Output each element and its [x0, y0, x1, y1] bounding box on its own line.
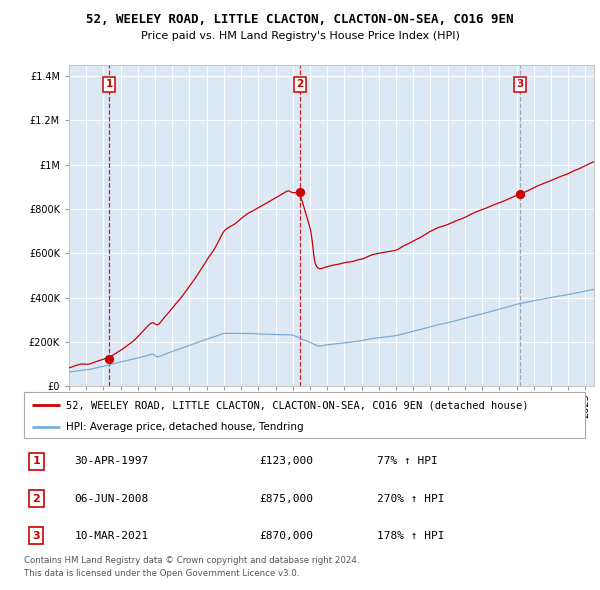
Text: 1: 1 — [32, 457, 40, 466]
Text: Contains HM Land Registry data © Crown copyright and database right 2024.: Contains HM Land Registry data © Crown c… — [24, 556, 359, 565]
Text: 178% ↑ HPI: 178% ↑ HPI — [377, 531, 445, 540]
Text: 1: 1 — [106, 80, 113, 89]
Text: 52, WEELEY ROAD, LITTLE CLACTON, CLACTON-ON-SEA, CO16 9EN: 52, WEELEY ROAD, LITTLE CLACTON, CLACTON… — [86, 13, 514, 26]
Point — [515, 189, 524, 198]
Point — [104, 355, 114, 364]
Text: 270% ↑ HPI: 270% ↑ HPI — [377, 494, 445, 503]
Text: 52, WEELEY ROAD, LITTLE CLACTON, CLACTON-ON-SEA, CO16 9EN (detached house): 52, WEELEY ROAD, LITTLE CLACTON, CLACTON… — [66, 400, 529, 410]
Text: 06-JUN-2008: 06-JUN-2008 — [74, 494, 149, 503]
Text: £875,000: £875,000 — [260, 494, 314, 503]
Text: 77% ↑ HPI: 77% ↑ HPI — [377, 457, 438, 466]
Text: £123,000: £123,000 — [260, 457, 314, 466]
Text: Price paid vs. HM Land Registry's House Price Index (HPI): Price paid vs. HM Land Registry's House … — [140, 31, 460, 41]
Text: This data is licensed under the Open Government Licence v3.0.: This data is licensed under the Open Gov… — [24, 569, 299, 578]
Text: 10-MAR-2021: 10-MAR-2021 — [74, 531, 149, 540]
Text: 30-APR-1997: 30-APR-1997 — [74, 457, 149, 466]
Text: £870,000: £870,000 — [260, 531, 314, 540]
Text: 2: 2 — [296, 80, 304, 89]
Point — [295, 188, 305, 197]
Text: HPI: Average price, detached house, Tendring: HPI: Average price, detached house, Tend… — [66, 422, 304, 432]
Text: 3: 3 — [516, 80, 523, 89]
Text: 2: 2 — [32, 494, 40, 503]
Text: 3: 3 — [32, 531, 40, 540]
